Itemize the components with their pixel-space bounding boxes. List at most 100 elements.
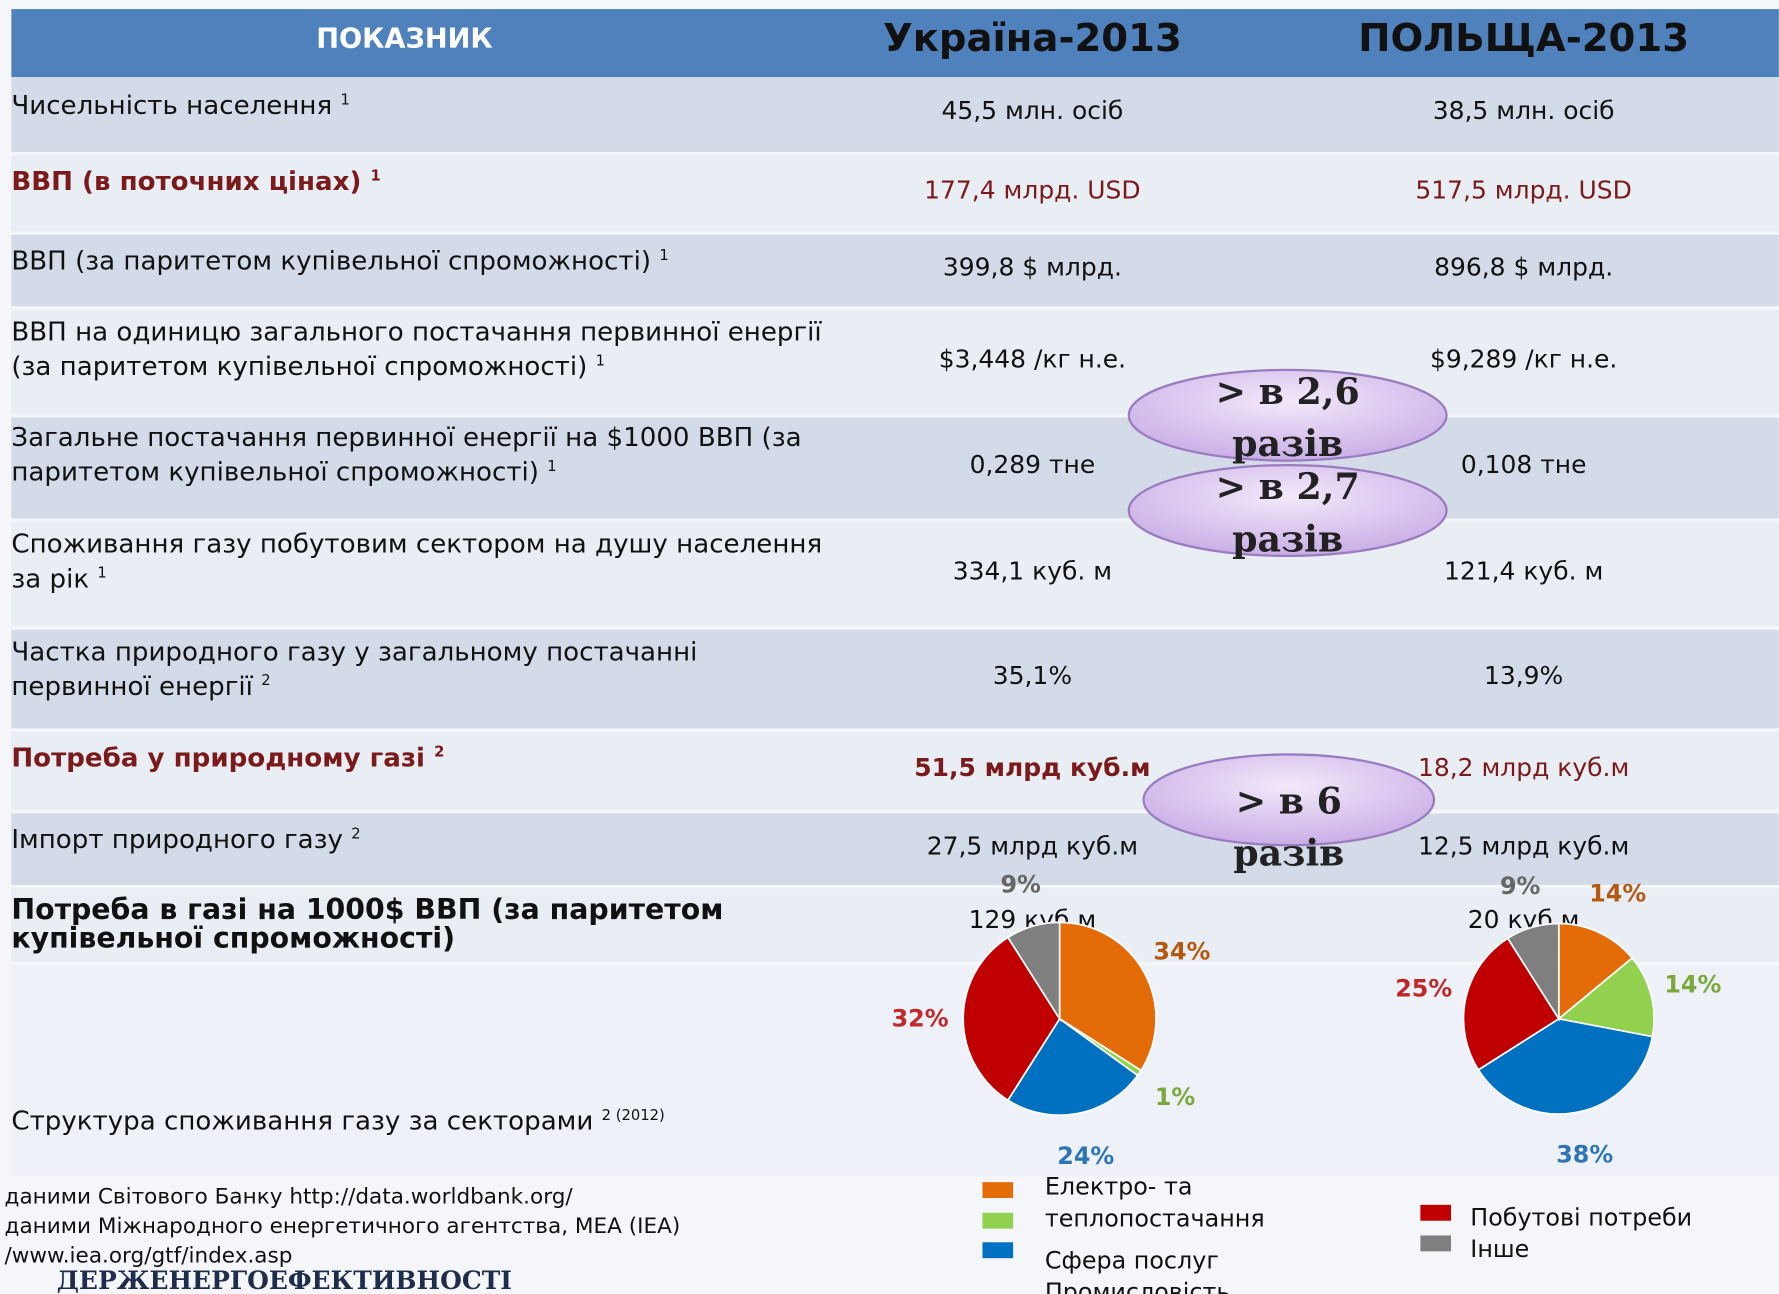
cell-poland: $9,289 /кг н.е. — [1429, 345, 1618, 374]
callout-shape — [1127, 368, 1448, 462]
cell-ukraine: 177,4 млрд. USD — [924, 176, 1141, 206]
table-row: Споживання газу побутовим сектором на ду… — [11, 521, 1779, 627]
cell-ukraine: 35,1% — [992, 662, 1073, 691]
row-label: Потреба в газі на 1000$ ВВП (за паритето… — [11, 895, 828, 952]
label-text: ВВП (за паритетом купівельної спроможнос… — [11, 246, 652, 277]
cell-ukraine: 399,8 $ млрд. — [942, 254, 1122, 283]
pie-slice — [1556, 956, 1655, 1038]
pie-slice — [1557, 922, 1634, 1021]
row-label: Частка природного газу у загальному пост… — [11, 637, 828, 702]
pie-label: 34% — [1153, 937, 1210, 965]
callout-text: > в 6 разів — [1233, 779, 1345, 875]
footnote-mark: 2 — [351, 825, 361, 843]
table-row: ВВП (за паритетом купівельної спроможнос… — [11, 234, 1779, 307]
legend-label: Електро- та теплопостачання — [1044, 1173, 1265, 1233]
footnote-mark: 1 — [659, 247, 669, 265]
cell-poland: 12,5 млрд куб.м — [1417, 832, 1630, 862]
header-indicator: ПОКАЗНИК — [316, 22, 493, 55]
pie-label: 24% — [1057, 1142, 1114, 1170]
footnote-mark: 2 (2012) — [601, 1107, 665, 1125]
label-text: Загальне постачання первинної енергії на… — [11, 423, 802, 488]
table-row: Чисельність населення 1 45,5 млн. осіб 38,… — [11, 77, 1779, 153]
label-text: Потреба в газі на 1000$ ВВП (за паритето… — [11, 892, 724, 955]
legend-label: Сфера послуг — [1045, 1246, 1219, 1274]
footnote-mark: 1 — [97, 564, 107, 582]
legend-label: Промисловість — [1045, 1278, 1231, 1294]
legend-swatch — [982, 1182, 1014, 1199]
row-label: ВВП (за паритетом купівельної спроможнос… — [11, 242, 828, 277]
row-label: ВВП (в поточних цінах) 1 — [11, 162, 828, 197]
pie-label: 32% — [892, 1005, 949, 1033]
pie-slice — [1006, 1017, 1139, 1117]
pie-label: 25% — [1395, 975, 1452, 1003]
logo-text: ДЕРЖЕНЕРГОЕФЕКТИВНОСТІ — [56, 1266, 512, 1294]
cell-poland: 38,5 млн. осіб — [1432, 97, 1615, 126]
footnote-mark: 1 — [340, 91, 350, 109]
legend-swatch — [982, 1212, 1014, 1229]
cell-ukraine: $3,448 /кг н.е. — [938, 345, 1127, 374]
table-row: Потреба в газі на 1000$ ВВП (за паритето… — [11, 888, 1779, 963]
cell-poland: 896,8 $ млрд. — [1434, 254, 1614, 283]
cell-poland: 18,2 млрд куб.м — [1417, 754, 1630, 783]
cell-ukraine: 51,5 млрд куб.м — [914, 754, 1151, 783]
table-row: Частка природного газу у загальному пост… — [11, 629, 1779, 729]
legend-label: Побутові потреби — [1470, 1203, 1692, 1231]
callout-shape — [1127, 464, 1448, 558]
label-text: Імпорт природного газу — [11, 825, 343, 856]
legend-entry: Електро- та теплопостачання — [1044, 1173, 1265, 1233]
table-row: Імпорт природного газу 2 27,5 млрд куб.м 1… — [11, 813, 1779, 885]
pie-label: 38% — [1556, 1141, 1613, 1169]
footnote: даними Міжнародного енергетичного агентс… — [4, 1213, 681, 1239]
cell-ukraine: 27,5 млрд куб.м — [926, 832, 1139, 862]
row-label: Споживання газу побутовим сектором на ду… — [11, 529, 828, 595]
cell-poland: 13,9% — [1483, 662, 1564, 691]
legend-swatch — [982, 1242, 1014, 1259]
label-text: ВВП (в поточних цінах) — [11, 167, 362, 198]
footnote: /www.iea.org/gtf/index.asp — [4, 1243, 293, 1269]
table-row: ВВП на одиницю загального постачання пер… — [11, 309, 1779, 415]
cell-poland: 121,4 куб. м — [1443, 557, 1604, 586]
label-text: Потреба у природному газі — [11, 743, 426, 774]
pie-label: 14% — [1589, 879, 1646, 907]
cell-ukraine: 334,1 куб. м — [952, 557, 1113, 586]
label-text: Споживання газу побутовим сектором на ду… — [11, 529, 823, 595]
header-poland: ПОЛЬЩА-2013 — [1358, 15, 1690, 62]
callout-shape — [1142, 753, 1436, 847]
cell-ukraine: 45,5 млн. осіб — [941, 97, 1124, 126]
row-label: ВВП на одиницю загального постачання пер… — [11, 317, 828, 382]
pie-label: 1% — [1155, 1083, 1196, 1111]
footnote: даними Світового Банку http://data.world… — [4, 1184, 573, 1210]
table-row: Потреба у природному газі 2 51,5 млрд куб… — [11, 731, 1779, 811]
legend-swatch — [1420, 1235, 1452, 1252]
footnote-mark: 2 — [434, 744, 445, 762]
label-text: ВВП на одиницю загального постачання пер… — [11, 317, 822, 382]
row-label: Структура споживання газу за секторами 2… — [11, 1102, 828, 1137]
row-label: Чисельність населення 1 — [11, 86, 828, 121]
footnote-mark: 1 — [370, 167, 381, 185]
pie-label: 9% — [1000, 871, 1041, 899]
pie-slice — [962, 936, 1061, 1102]
footnote-mark: 1 — [595, 352, 606, 370]
label-text: Чисельність населення — [11, 91, 333, 122]
legend-swatch — [1420, 1204, 1452, 1221]
row-label: Загальне постачання первинної енергії на… — [11, 424, 828, 487]
header-bar — [11, 9, 1779, 78]
label-text: Структура споживання газу за секторами — [11, 1106, 594, 1137]
callout-text: > в 2,6 разів — [1215, 369, 1360, 466]
pie-label: 14% — [1664, 970, 1721, 998]
row-label: Імпорт природного газу 2 — [11, 820, 828, 855]
footnote-mark: 2 — [261, 672, 271, 690]
cell-poland: 517,5 млрд. USD — [1415, 176, 1632, 206]
table-row: Загальне постачання первинної енергії на… — [11, 417, 1779, 519]
pie-label: 9% — [1500, 872, 1541, 900]
label-text: Частка природного газу у загальному пост… — [11, 637, 698, 702]
pie-slice — [1462, 937, 1560, 1072]
header-ukraine: Україна-2013 — [882, 15, 1182, 62]
callout-text: > в 2,7 разів — [1215, 465, 1360, 561]
legend-label: Інше — [1470, 1235, 1529, 1263]
table-row: ВВП (в поточних цінах) 1 177,4 млрд. USD 5… — [11, 155, 1779, 232]
cell-ukraine: 0,289 тне — [969, 451, 1096, 480]
